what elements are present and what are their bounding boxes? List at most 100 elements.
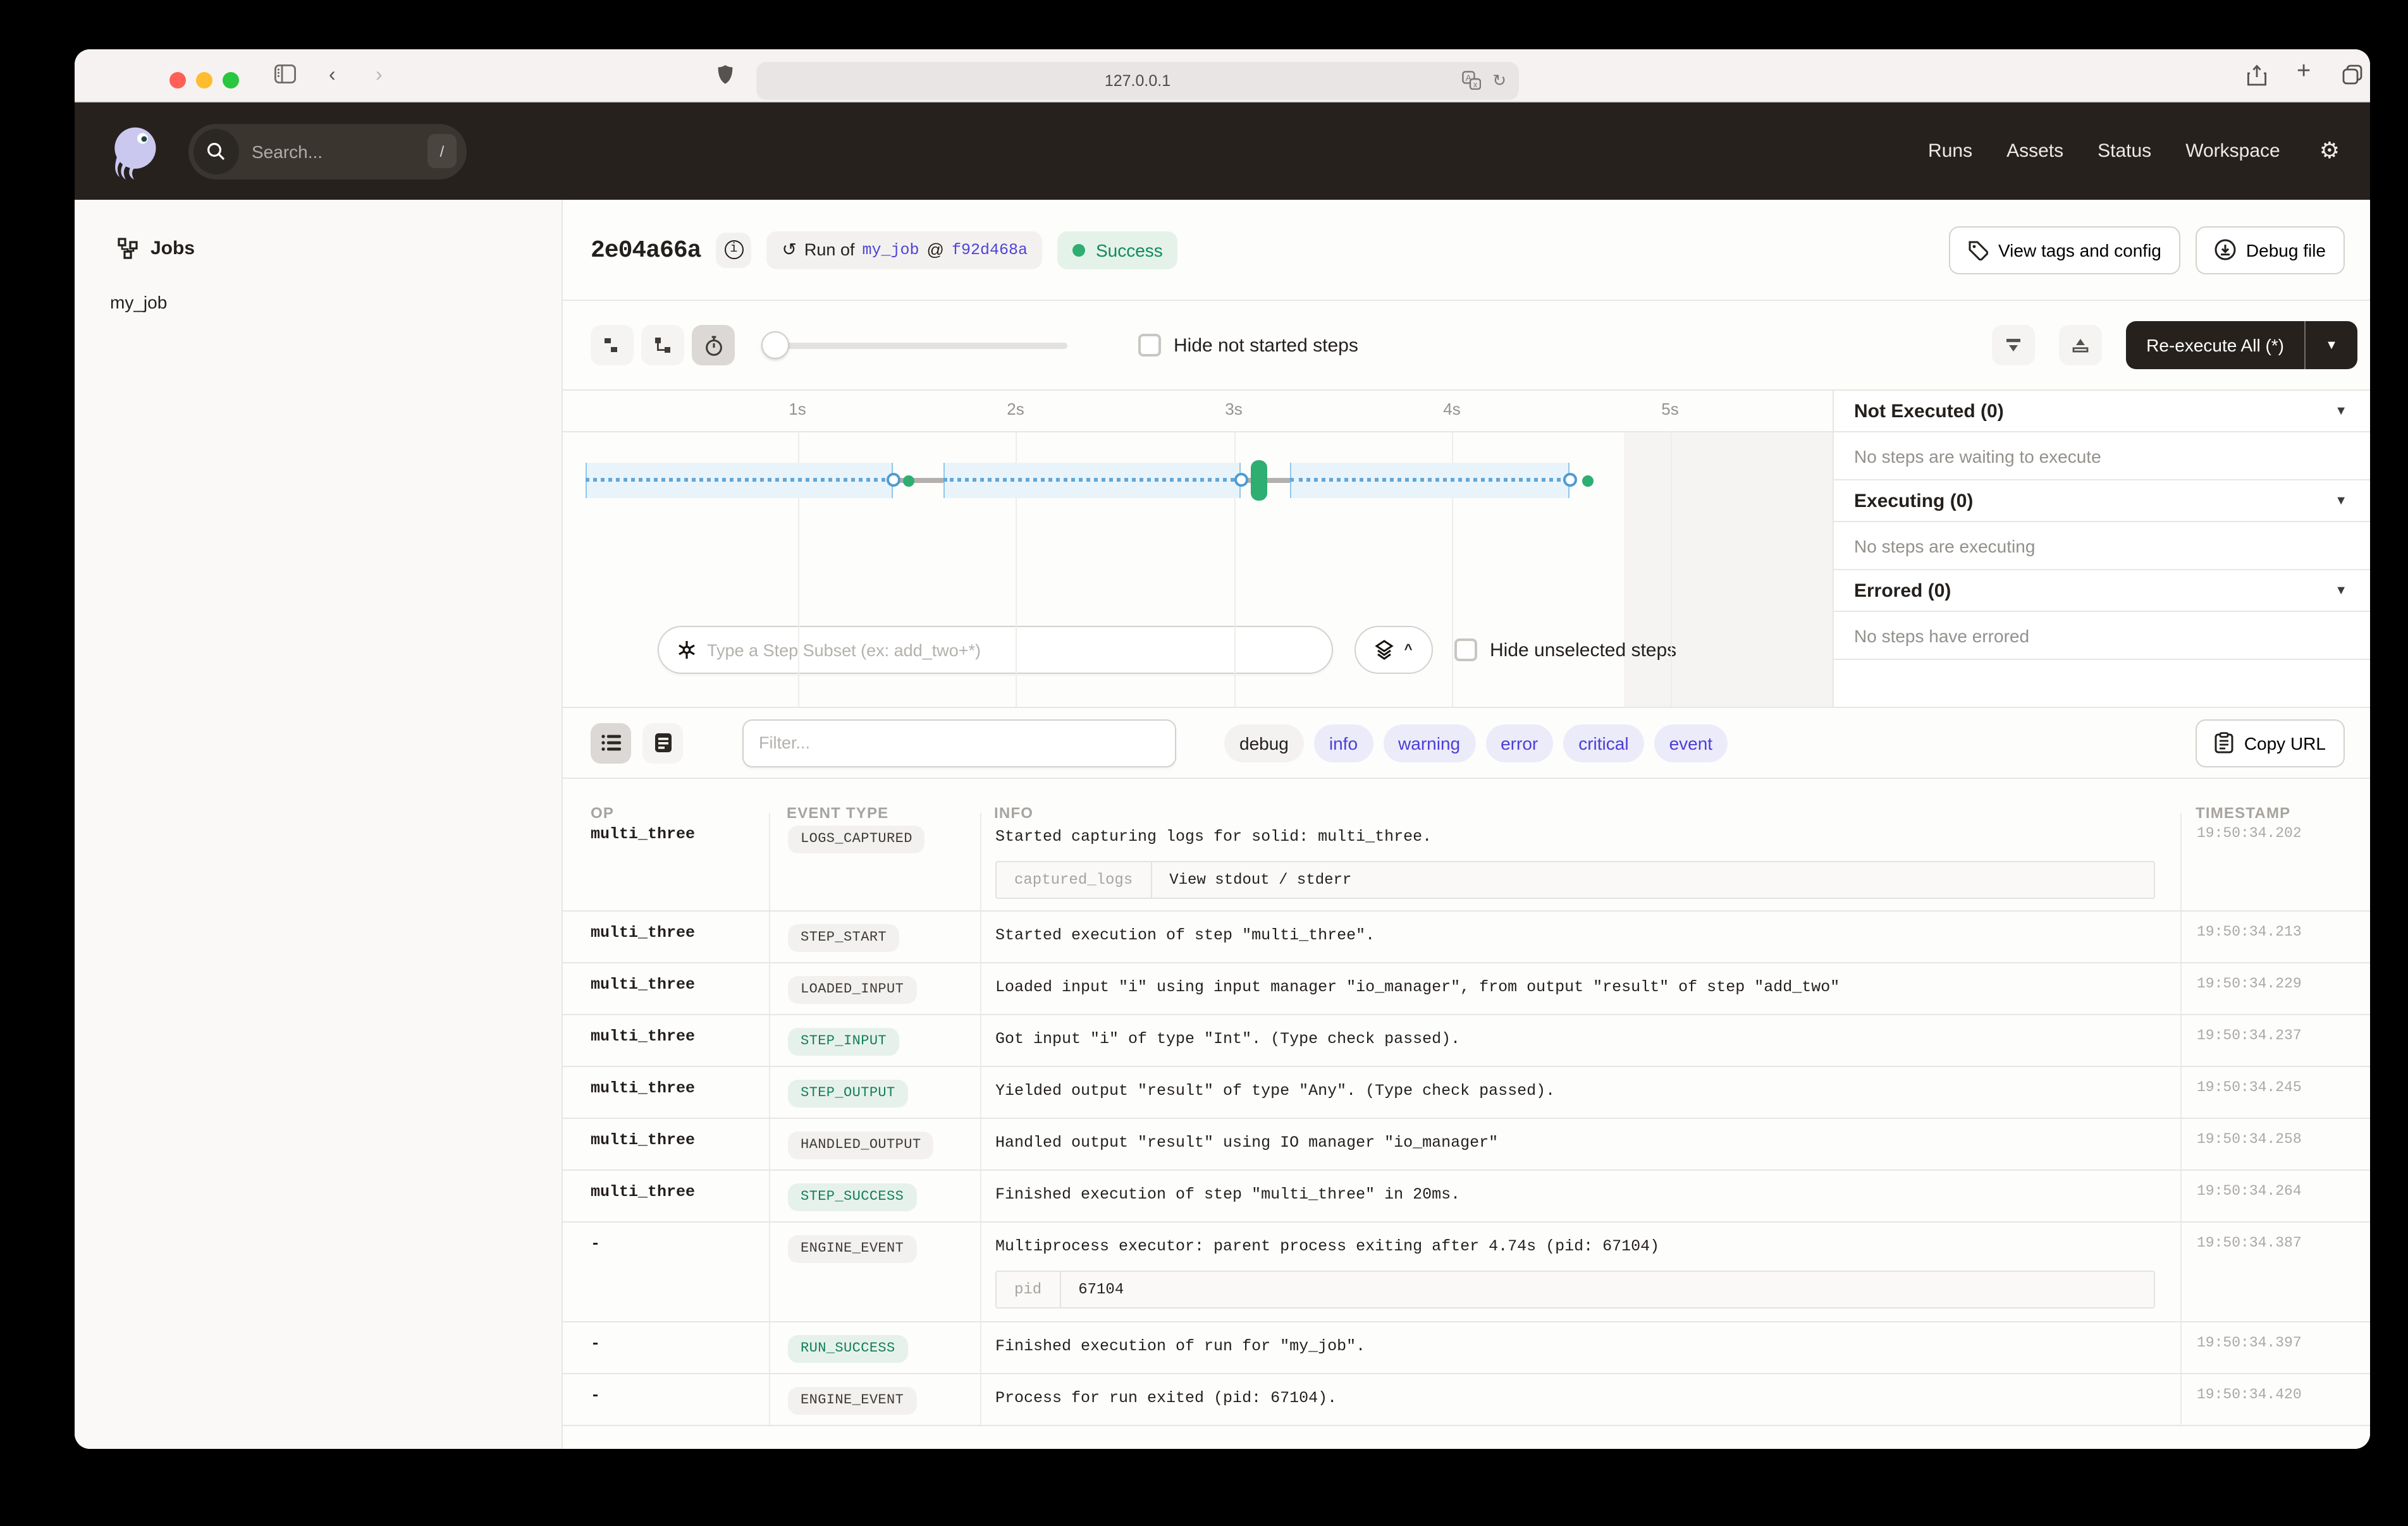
log-op-cell: multi_three: [563, 1171, 769, 1221]
hide-not-started-checkbox[interactable]: [1138, 334, 1161, 357]
log-level-chip-error[interactable]: error: [1485, 724, 1554, 762]
gantt-open-marker[interactable]: [887, 473, 901, 487]
close-window-button[interactable]: [169, 72, 186, 89]
gantt-timed-view-button[interactable]: [692, 325, 735, 365]
global-search[interactable]: /: [188, 123, 467, 179]
gantt-axis-tick: 1s: [789, 400, 806, 418]
collapse-all-button[interactable]: [1992, 325, 2036, 365]
log-meta-box[interactable]: captured_logs View stdout / stderr: [995, 861, 2155, 899]
slider-knob[interactable]: [761, 331, 789, 359]
log-info-cell: Started execution of step "multi_three".: [980, 912, 2180, 962]
reexecute-all-button[interactable]: Re-execute All (*): [2146, 335, 2284, 355]
sidebar-job-my_job[interactable]: my_job: [110, 292, 168, 312]
nav-item-status[interactable]: Status: [2098, 140, 2152, 162]
gantt-open-marker[interactable]: [1234, 473, 1248, 487]
log-table-row[interactable]: multi_three HANDLED_OUTPUT Handled output …: [563, 1119, 2370, 1171]
forward-button[interactable]: ›: [376, 64, 383, 86]
settings-gear-icon[interactable]: ⚙: [2319, 138, 2340, 163]
job-name-link[interactable]: my_job: [862, 241, 919, 259]
status-section-header[interactable]: Errored (0) ▼: [1834, 570, 2370, 612]
log-table-row[interactable]: multi_three STEP_START Started execution o…: [563, 912, 2370, 963]
log-info-cell: Finished execution of run for "my_job".: [980, 1322, 2180, 1373]
tag-icon: [1969, 240, 1988, 260]
status-section-title: Not Executed (0): [1854, 400, 2004, 422]
log-level-chip-event[interactable]: event: [1654, 724, 1728, 762]
search-input[interactable]: [252, 141, 391, 161]
back-button[interactable]: ‹: [329, 64, 336, 86]
op-name: -: [591, 1335, 601, 1353]
dagster-logo[interactable]: [105, 122, 163, 180]
apply-subset-button[interactable]: ^: [1354, 626, 1433, 674]
log-table-row[interactable]: multi_three STEP_OUTPUT Yielded output "re…: [563, 1067, 2370, 1119]
log-level-chip-critical[interactable]: critical: [1563, 724, 1644, 762]
share-icon[interactable]: [2247, 64, 2266, 86]
log-op-cell: multi_three: [563, 963, 769, 1014]
translate-icon[interactable]: Ax: [1462, 71, 1482, 90]
log-event-type-cell: LOGS_CAPTURED: [769, 813, 980, 910]
op-name: -: [591, 1387, 601, 1405]
log-timestamp-cell: 19:50:34.237: [2180, 1015, 2370, 1066]
reexecute-dropdown-button[interactable]: ▼: [2304, 321, 2357, 369]
zoom-window-button[interactable]: [223, 72, 239, 89]
log-table-row[interactable]: multi_three LOGS_CAPTURED Started capturin…: [563, 813, 2370, 912]
status-section-header[interactable]: Executing (0) ▼: [1834, 480, 2370, 522]
gantt-waterfall-view-button[interactable]: [641, 325, 684, 365]
log-event-type-cell: ENGINE_EVENT: [769, 1223, 980, 1321]
expand-all-button[interactable]: [2059, 325, 2103, 365]
sidebar-toggle-icon[interactable]: [274, 64, 296, 83]
step-subset-input[interactable]: [707, 640, 1263, 659]
view-tags-config-button[interactable]: View tags and config: [1949, 226, 2180, 274]
nav-item-workspace[interactable]: Workspace: [2185, 140, 2280, 162]
log-level-chip-warning[interactable]: warning: [1383, 724, 1476, 762]
log-info-text: Finished execution of run for "my_job".: [995, 1338, 1366, 1355]
caret-up-icon: ^: [1404, 642, 1413, 657]
log-info-text: Started execution of step "multi_three".: [995, 927, 1375, 944]
debug-file-button[interactable]: Debug file: [2195, 226, 2345, 274]
svg-text:A: A: [1466, 73, 1472, 83]
gantt-zoom-slider[interactable]: [761, 331, 1067, 359]
log-table-row[interactable]: - ENGINE_EVENT Multiprocess executor: pare…: [563, 1223, 2370, 1322]
snapshot-link[interactable]: f92d468a: [951, 241, 1028, 259]
copy-url-button[interactable]: Copy URL: [2196, 719, 2345, 767]
log-structured-view-button[interactable]: [642, 723, 683, 763]
run-status-badge: Success: [1057, 231, 1178, 269]
log-table-row[interactable]: - ENGINE_EVENT Process for run exited (pid…: [563, 1374, 2370, 1426]
info-icon: i: [724, 240, 744, 259]
log-meta-box[interactable]: pid 67104: [995, 1271, 2155, 1309]
nav-item-runs[interactable]: Runs: [1928, 140, 1973, 162]
timestamp-text: 19:50:34.420: [2197, 1387, 2302, 1403]
reload-icon[interactable]: ↻: [1492, 71, 1506, 90]
log-level-chip-info[interactable]: info: [1313, 724, 1373, 762]
gantt-success-dot[interactable]: [903, 475, 915, 487]
hide-unselected-checkbox[interactable]: [1454, 638, 1477, 661]
status-section-header[interactable]: Not Executed (0) ▼: [1834, 391, 2370, 432]
log-table-row[interactable]: multi_three STEP_INPUT Got input "i" of ty…: [563, 1015, 2370, 1067]
gantt-step-bar[interactable]: [1251, 460, 1268, 501]
log-filter-input[interactable]: [742, 719, 1176, 767]
gantt-flat-view-button[interactable]: [591, 325, 634, 365]
log-list-view-button[interactable]: [591, 723, 631, 763]
gantt-open-marker[interactable]: [1563, 473, 1578, 487]
log-timestamp-cell: 19:50:34.258: [2180, 1119, 2370, 1169]
log-table-row[interactable]: multi_three LOADED_INPUT Loaded input "i" …: [563, 963, 2370, 1015]
op-name: multi_three: [591, 976, 696, 994]
new-tab-icon[interactable]: +: [2297, 58, 2311, 85]
search-shortcut-key: /: [427, 134, 457, 168]
run-of-pill[interactable]: ↺ Run of my_job @ f92d468a: [766, 231, 1043, 269]
nav-item-assets[interactable]: Assets: [2006, 140, 2064, 162]
tab-overview-icon[interactable]: [2342, 64, 2362, 85]
log-level-chip-debug[interactable]: debug: [1224, 724, 1304, 762]
log-table-row[interactable]: - RUN_SUCCESS Finished execution of run fo…: [563, 1322, 2370, 1374]
run-info-button[interactable]: i: [716, 232, 752, 267]
gantt-chart[interactable]: ^ Hide unselected steps 1s 2s 3s 4s 5s: [563, 391, 1833, 707]
sidebar-jobs-header: Jobs: [75, 200, 562, 259]
gantt-gridline: [1016, 431, 1017, 707]
log-table-row[interactable]: multi_three STEP_SUCCESS Finished executio…: [563, 1171, 2370, 1223]
minimize-window-button[interactable]: [196, 72, 212, 89]
op-name: -: [591, 1235, 601, 1253]
gantt-success-dot[interactable]: [1582, 475, 1594, 487]
meta-value[interactable]: View stdout / stderr: [1169, 870, 1352, 888]
chevron-down-icon: ▼: [2335, 494, 2347, 508]
